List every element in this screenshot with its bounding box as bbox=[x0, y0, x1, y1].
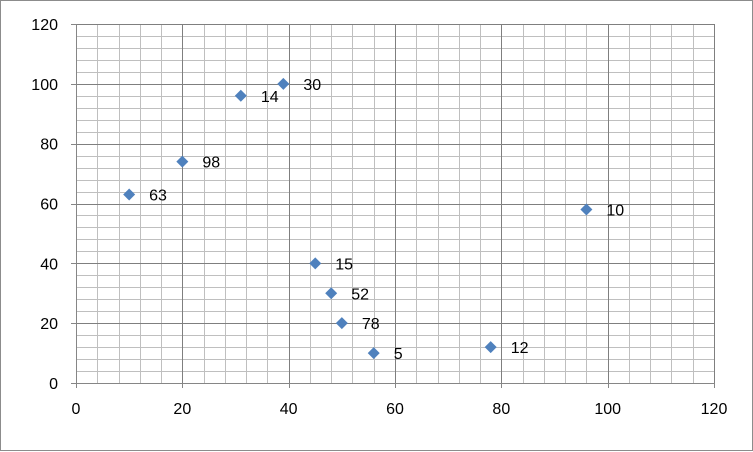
data-point-label: 5 bbox=[394, 346, 403, 363]
data-points bbox=[123, 77, 593, 360]
y-tick-label: 20 bbox=[40, 316, 58, 333]
data-point-marker bbox=[277, 77, 290, 90]
data-point-label: 63 bbox=[149, 188, 167, 205]
grid-layer bbox=[76, 24, 715, 384]
x-tick-label: 0 bbox=[72, 401, 81, 418]
data-point-marker bbox=[123, 188, 136, 201]
data-point-marker bbox=[234, 89, 247, 102]
data-point-marker bbox=[335, 317, 348, 330]
data-point-marker bbox=[484, 341, 497, 354]
y-tick-label: 60 bbox=[40, 197, 58, 214]
data-point-label: 30 bbox=[303, 77, 321, 94]
data-point-label: 98 bbox=[202, 155, 220, 172]
y-tick-label: 120 bbox=[31, 17, 58, 34]
data-point-marker bbox=[325, 287, 338, 300]
data-point-label: 10 bbox=[606, 202, 624, 219]
x-tick-label: 80 bbox=[492, 401, 510, 418]
data-point-label: 78 bbox=[362, 316, 380, 333]
y-tick-label: 0 bbox=[49, 376, 58, 393]
x-tick-label: 120 bbox=[701, 401, 728, 418]
data-point-label: 14 bbox=[261, 89, 279, 106]
x-tick-label: 60 bbox=[386, 401, 404, 418]
data-point-marker bbox=[309, 257, 322, 270]
data-point-label: 52 bbox=[351, 286, 369, 303]
axis-layer bbox=[71, 24, 715, 388]
data-point-marker bbox=[367, 347, 380, 360]
data-point-marker bbox=[176, 155, 189, 168]
y-tick-label: 40 bbox=[40, 256, 58, 273]
data-point-label: 12 bbox=[511, 340, 529, 357]
data-point-marker bbox=[580, 203, 593, 216]
y-tick-label: 100 bbox=[31, 77, 58, 94]
data-point-label: 15 bbox=[335, 256, 353, 273]
data-labels: 63 98 14 30 15 52 78 5 12 10 bbox=[149, 77, 624, 363]
x-tick-label: 100 bbox=[594, 401, 621, 418]
tick-labels: 0 20 40 60 80 100 120 0 20 40 60 80 100 120 bbox=[31, 17, 727, 418]
x-tick-label: 20 bbox=[173, 401, 191, 418]
x-tick-label: 40 bbox=[280, 401, 298, 418]
y-tick-label: 80 bbox=[40, 137, 58, 154]
